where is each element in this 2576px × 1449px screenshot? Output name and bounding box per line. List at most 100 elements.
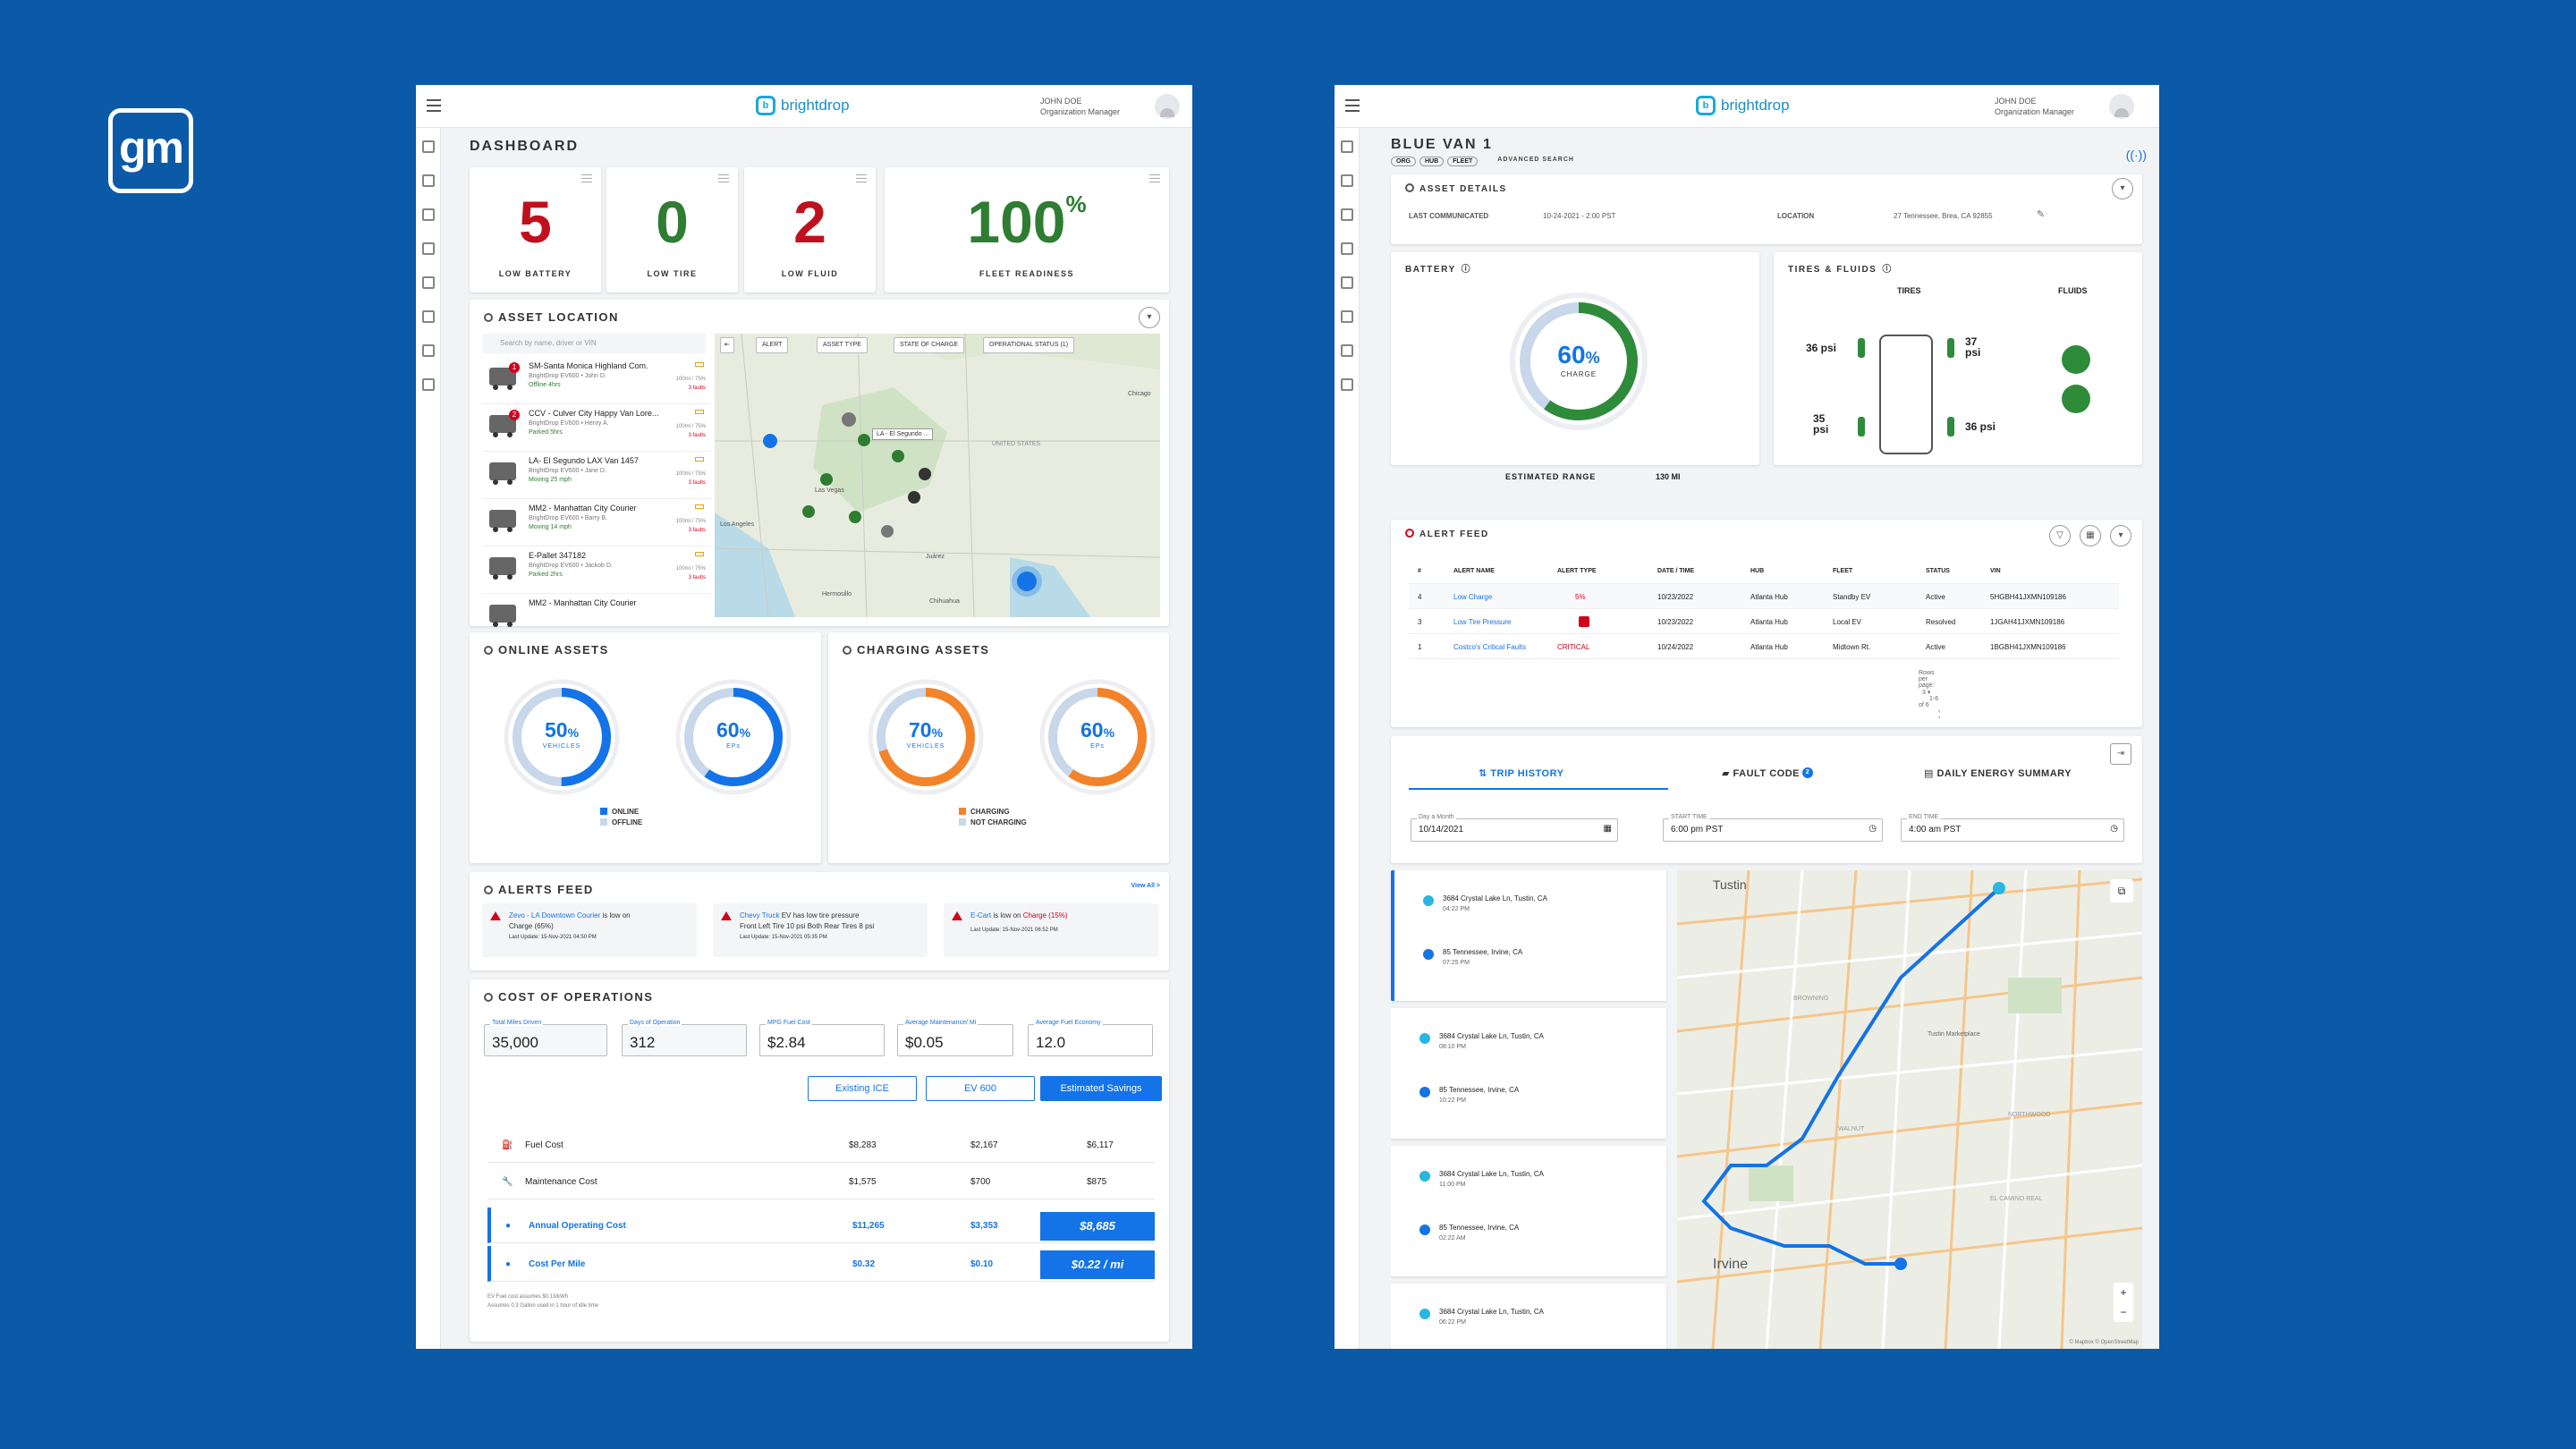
asset-list-item[interactable]: 1 SM-Santa Monica Highland Com. BrightDr…	[482, 357, 711, 404]
dashboard-icon[interactable]	[421, 140, 435, 153]
map-pin-icon[interactable]	[892, 450, 904, 462]
avg-maintenance-field[interactable]: Average Maintenance/ Mi $0.05	[897, 1020, 1013, 1056]
start-time-field[interactable]: START TIME 6:00 pm PST ◷	[1663, 814, 1883, 842]
table-row[interactable]: 3 Low Tire Pressure 10/23/2022 Atlanta H…	[1409, 609, 2119, 634]
avatar[interactable]	[1155, 94, 1180, 119]
export-button[interactable]: ⇥	[2110, 743, 2131, 765]
trip-item[interactable]: 3684 Crystal Lake Ln, Tustin, CA 08:10 PM…	[1391, 1008, 1666, 1139]
view-all-link[interactable]: View All >	[1131, 883, 1161, 889]
zoom-out-button[interactable]: −	[2120, 1306, 2127, 1318]
end-time-field[interactable]: END TIME 4:00 am PST ◷	[1901, 814, 2124, 842]
card-menu-icon[interactable]	[1149, 174, 1160, 185]
zoom-in-button[interactable]: +	[2120, 1286, 2127, 1299]
ev600-button[interactable]: EV 600	[926, 1076, 1035, 1101]
asset-list-item[interactable]: MM2 - Manhattan City Courier BrightDrop …	[482, 499, 711, 547]
help-icon[interactable]	[1340, 344, 1353, 357]
tab-daily-energy[interactable]: ▤ DAILY ENERGY SUMMARY	[1924, 767, 2072, 779]
collapse-button[interactable]: ▾	[2112, 178, 2133, 199]
alert-item[interactable]: Zevo - LA Downtown Courier is low on Cha…	[482, 903, 697, 957]
col-header[interactable]: VIN	[1990, 568, 2001, 574]
tab-fault-code[interactable]: ▰ FAULT CODE 2	[1722, 767, 1813, 779]
tag-fleet[interactable]: FLEET	[1447, 157, 1479, 166]
info-icon[interactable]: ⓘ	[1461, 265, 1472, 275]
trip-item[interactable]: 3684 Crystal Lake Ln, Tustin, CA 06:22 PM	[1391, 1284, 1666, 1349]
trip-item[interactable]: 3684 Crystal Lake Ln, Tustin, CA 04:22 PM…	[1391, 870, 1666, 1001]
col-header[interactable]: HUB	[1750, 568, 1765, 574]
menu-icon[interactable]	[1345, 99, 1360, 112]
truck-icon[interactable]	[421, 242, 435, 255]
map-layers-button[interactable]: ⧉	[2110, 879, 2133, 902]
prev-page-icon[interactable]: ‹	[1938, 708, 1941, 715]
filter-state-of-charge[interactable]: STATE OF CHARGE	[894, 337, 965, 353]
map-back-button[interactable]: ⇤	[720, 337, 734, 353]
mpg-fuel-cost-field[interactable]: MPG Fuel Cost $2.84	[759, 1020, 885, 1056]
bell-icon[interactable]	[421, 276, 435, 289]
filter-asset-type[interactable]: ASSET TYPE	[817, 337, 868, 353]
trip-item[interactable]: 3684 Crystal Lake Ln, Tustin, CA 11:00 PM…	[1391, 1146, 1666, 1276]
table-row[interactable]: 4 Low Charge 5% 10/23/2022 Atlanta Hub S…	[1409, 584, 2119, 609]
date-field[interactable]: Day a Month 10/14/2021 ▦	[1411, 814, 1618, 842]
kpi-low-tire[interactable]: 0 LOW TIRE	[606, 167, 738, 292]
map-pin-icon[interactable]	[763, 434, 777, 448]
estimated-savings-button[interactable]: Estimated Savings	[1040, 1076, 1162, 1101]
oil-icon[interactable]	[2062, 385, 2090, 413]
avg-fuel-economy-field[interactable]: Average Fuel Economy 12.0	[1028, 1020, 1153, 1056]
user-icon[interactable]	[421, 310, 435, 323]
map-pin-icon[interactable]	[820, 473, 833, 486]
cell-link[interactable]: Low Charge	[1453, 593, 1493, 601]
collapse-button[interactable]: ▾	[2110, 525, 2131, 547]
dashboard-icon[interactable]	[1340, 140, 1353, 153]
col-header[interactable]: FLEET	[1833, 568, 1853, 574]
next-page-icon[interactable]: ›	[1938, 715, 1941, 721]
truck-icon[interactable]	[1340, 242, 1353, 255]
calendar-icon[interactable]: ▦	[1603, 824, 1612, 834]
map-pin-icon[interactable]	[802, 505, 815, 518]
tag-hub[interactable]: HUB	[1419, 157, 1445, 166]
filter-button[interactable]: ▽	[2049, 525, 2071, 547]
edit-icon[interactable]: ✎	[2037, 209, 2046, 220]
tools-icon[interactable]	[421, 378, 435, 391]
asset-list-item[interactable]: LA- El Segundo LAX Van 1457 BrightDrop E…	[482, 452, 711, 499]
col-header[interactable]: STATUS	[1926, 568, 1950, 574]
kpi-fleet-readiness[interactable]: 100% FLEET READINESS	[885, 167, 1169, 292]
filter-operational-status[interactable]: OPERATIONAL STATUS (1)	[983, 337, 1075, 353]
help-icon[interactable]	[421, 344, 435, 357]
menu-icon[interactable]	[427, 99, 441, 112]
col-header[interactable]: ALERT TYPE	[1557, 568, 1597, 574]
map-callout[interactable]: LA - El Segundo ...	[872, 428, 934, 440]
building-icon[interactable]	[421, 208, 435, 221]
collapse-button[interactable]: ▾	[1139, 307, 1160, 328]
card-menu-icon[interactable]	[718, 174, 729, 185]
cell-link[interactable]: Costco's Critical Faults	[1453, 643, 1527, 651]
kpi-low-fluid[interactable]: 2 LOW FLUID	[744, 167, 876, 292]
alert-item[interactable]: E-Cart is low on Charge (15%) Last Updat…	[944, 903, 1158, 957]
bell-icon[interactable]	[1340, 276, 1353, 289]
total-miles-field[interactable]: Total Miles Driven 35,000	[484, 1020, 607, 1056]
asset-list-item[interactable]: 2 CCV - Culver City Happy Van Lore... Br…	[482, 404, 711, 452]
cell-link[interactable]: Low Tire Pressure	[1453, 618, 1512, 626]
rows-per-page-select[interactable]: 3	[1922, 690, 1926, 696]
tag-org[interactable]: ORG	[1391, 157, 1416, 166]
existing-ice-button[interactable]: Existing ICE	[808, 1076, 917, 1101]
tools-icon[interactable]	[1340, 378, 1353, 391]
building-icon[interactable]	[1340, 208, 1353, 221]
asset-list-item[interactable]: E-Pallet 347182 BrightDrop EV600 • Jacko…	[482, 547, 711, 594]
filter-alert[interactable]: ALERT	[756, 337, 789, 353]
map-icon[interactable]	[1340, 174, 1353, 187]
col-header[interactable]: DATE / TIME	[1657, 568, 1695, 574]
route-map[interactable]: Tustin Irvine BROWNING WALNUT NORTHWOOD …	[1677, 870, 2142, 1349]
user-icon[interactable]	[1340, 310, 1353, 323]
alert-link[interactable]: Zevo - LA Downtown Courier	[509, 911, 601, 919]
map-location-icon[interactable]	[1017, 572, 1037, 591]
map-pin-icon[interactable]	[858, 434, 870, 446]
asset-search-input[interactable]: Search by name, driver or VIN	[482, 334, 706, 353]
days-of-operation-field[interactable]: Days of Operation 312	[622, 1020, 747, 1056]
columns-button[interactable]: ▦	[2080, 525, 2101, 547]
map-icon[interactable]	[421, 174, 435, 187]
avatar[interactable]	[2109, 94, 2134, 119]
info-icon[interactable]: ⓘ	[1882, 265, 1893, 275]
tab-trip-history[interactable]: ⇅ TRIP HISTORY	[1479, 767, 1563, 779]
clock-icon[interactable]: ◷	[1868, 824, 1877, 834]
coolant-icon[interactable]	[2062, 345, 2090, 374]
card-menu-icon[interactable]	[856, 174, 867, 185]
